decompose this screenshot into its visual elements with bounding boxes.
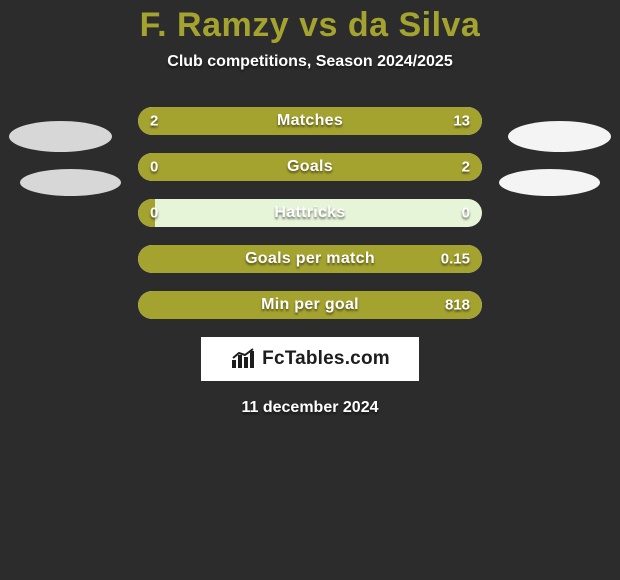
- stat-row: 02Goals: [138, 153, 482, 181]
- page-subtitle: Club competitions, Season 2024/2025: [0, 53, 620, 71]
- chart-icon: [230, 348, 256, 370]
- stat-label: Hattricks: [138, 204, 482, 222]
- player-right-badge: [499, 169, 600, 196]
- stat-label: Min per goal: [138, 296, 482, 314]
- stat-row: 0.15Goals per match: [138, 245, 482, 273]
- stat-label: Goals per match: [138, 250, 482, 268]
- comparison-canvas: F. Ramzy vs da Silva Club competitions, …: [0, 0, 620, 580]
- stat-label: Matches: [138, 112, 482, 130]
- site-logo: FcTables.com: [201, 337, 419, 381]
- player-left-badge: [20, 169, 121, 196]
- stat-row: 818Min per goal: [138, 291, 482, 319]
- logo-text: FcTables.com: [262, 348, 390, 370]
- player-right-badge: [508, 121, 611, 152]
- content-area: 213Matches 02Goals 00Hattricks 0.15Goals pe…: [0, 107, 620, 417]
- player-left-badge: [9, 121, 112, 152]
- stat-bars: 213Matches 02Goals 00Hattricks 0.15Goals pe…: [138, 107, 482, 319]
- footer-date: 11 december 2024: [0, 399, 620, 417]
- stat-row: 213Matches: [138, 107, 482, 135]
- page-title: F. Ramzy vs da Silva: [0, 0, 620, 45]
- stat-label: Goals: [138, 158, 482, 176]
- stat-row: 00Hattricks: [138, 199, 482, 227]
